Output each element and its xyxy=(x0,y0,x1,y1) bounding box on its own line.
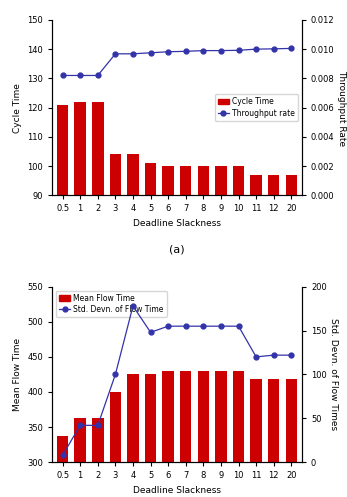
Legend: Mean Flow Time, Std. Devn. of Flow Time: Mean Flow Time, Std. Devn. of Flow Time xyxy=(56,291,167,317)
Bar xyxy=(162,371,174,497)
Bar xyxy=(145,163,156,459)
Bar xyxy=(110,155,121,459)
Y-axis label: Mean Flow Time: Mean Flow Time xyxy=(12,338,22,411)
Bar xyxy=(233,166,244,459)
Bar xyxy=(286,175,297,459)
Bar xyxy=(145,374,156,497)
Bar xyxy=(251,175,262,459)
Bar xyxy=(92,418,103,497)
X-axis label: Deadline Slackness: Deadline Slackness xyxy=(133,219,221,228)
Y-axis label: Cycle Time: Cycle Time xyxy=(12,83,22,133)
Bar xyxy=(233,371,244,497)
Bar xyxy=(162,166,174,459)
Y-axis label: Throughput Rate: Throughput Rate xyxy=(337,70,346,146)
Text: (a): (a) xyxy=(169,245,185,254)
Bar xyxy=(268,379,279,497)
Bar xyxy=(57,105,68,459)
Bar xyxy=(92,102,103,459)
Bar xyxy=(268,175,279,459)
Legend: Cycle Time, Throughput rate: Cycle Time, Throughput rate xyxy=(214,94,298,121)
Bar xyxy=(286,379,297,497)
Bar xyxy=(215,371,227,497)
Bar xyxy=(215,166,227,459)
Bar xyxy=(180,166,192,459)
Bar xyxy=(75,102,86,459)
Bar xyxy=(110,392,121,497)
Bar xyxy=(198,371,209,497)
X-axis label: Deadline Slackness: Deadline Slackness xyxy=(133,486,221,495)
Bar xyxy=(198,166,209,459)
Bar xyxy=(127,374,139,497)
Bar xyxy=(251,379,262,497)
Bar xyxy=(180,371,192,497)
Bar xyxy=(57,435,68,497)
Y-axis label: Std. Devn. of Flow Times: Std. Devn. of Flow Times xyxy=(329,319,338,430)
Bar xyxy=(75,418,86,497)
Bar xyxy=(127,155,139,459)
